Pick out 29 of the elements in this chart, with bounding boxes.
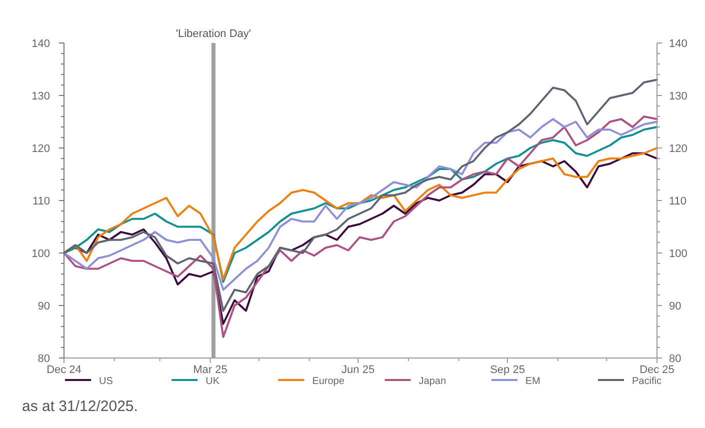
x-tick-label: Dec 25 xyxy=(640,364,674,376)
legend-label: UK xyxy=(206,376,220,387)
ref-line-label: 'Liberation Day' xyxy=(176,28,252,40)
line-series xyxy=(63,78,658,312)
legend-label: Japan xyxy=(418,376,446,387)
line-series xyxy=(63,116,658,338)
x-tick-label: Dec 24 xyxy=(46,364,82,376)
y-tick-label: 140 xyxy=(32,38,50,50)
legend-label: US xyxy=(99,376,114,387)
y-tick-label: 90 xyxy=(38,300,50,312)
y-tick-label: 80 xyxy=(38,353,50,365)
legend-label: EM xyxy=(525,376,540,387)
y2-tick-label: 120 xyxy=(669,143,688,155)
x-tick-label: Sep 25 xyxy=(490,364,525,376)
text: as at 31/12/2025. xyxy=(22,398,138,415)
y2-tick-label: 140 xyxy=(669,38,688,50)
y2-tick-label: 90 xyxy=(669,300,682,312)
y2-tick-label: 100 xyxy=(669,248,688,260)
x-tick-label: Jun 25 xyxy=(342,364,375,376)
y-tick-label: 120 xyxy=(32,143,50,155)
y2-tick-label: 130 xyxy=(669,90,688,102)
y-tick-label: 130 xyxy=(32,90,50,102)
x-tick-label: Mar 25 xyxy=(193,364,228,376)
legend-label: Europe xyxy=(312,376,345,387)
y-tick-label: 110 xyxy=(32,196,50,208)
y2-tick-label: 110 xyxy=(669,196,687,208)
y2-tick-label: 80 xyxy=(669,353,682,365)
legend-label: Pacific xyxy=(632,376,662,387)
y-tick-label: 100 xyxy=(32,248,50,260)
